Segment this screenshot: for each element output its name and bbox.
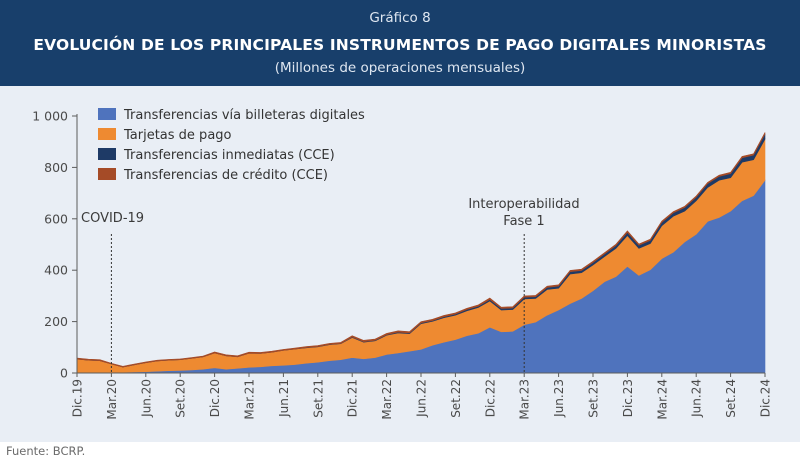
legend-item-credito-swatch (98, 168, 116, 180)
chart-subtitle: (Millones de operaciones mensuales) (274, 60, 526, 76)
x-tick-label: Dic.22 (483, 379, 497, 417)
chart-header: Gráfico 8 EVOLUCIÓN DE LOS PRINCIPALES I… (0, 0, 800, 86)
x-tick-label: Dic.19 (71, 379, 85, 417)
x-tick-label: Mar.24 (655, 379, 669, 420)
legend-item-billeteras-swatch (98, 108, 116, 120)
legend-item-tarjetas-swatch (98, 128, 116, 140)
x-tick-label: Set.24 (724, 379, 738, 418)
x-tick-label: Jun.24 (690, 379, 704, 418)
y-tick-label: 1 000 (32, 109, 68, 124)
chart-kicker: Gráfico 8 (369, 10, 431, 26)
x-tick-label: Dic.20 (208, 379, 222, 417)
x-tick-label: Dic.24 (759, 379, 773, 417)
covid-annotation-label: COVID-19 (81, 211, 144, 226)
y-tick-label: 0 (60, 366, 68, 381)
interoperabilidad-annotation-line1: Interoperabilidad (468, 197, 579, 212)
legend-item-inmediatas-label: Transferencias inmediatas (CCE) (123, 148, 335, 163)
x-tick-label: Set.20 (174, 379, 188, 418)
series-credito-area (76, 132, 766, 368)
x-tick-label: Set.23 (587, 379, 601, 418)
x-tick-label: Mar.21 (243, 379, 257, 420)
x-tick-label: Mar.20 (105, 379, 119, 420)
chart-title: EVOLUCIÓN DE LOS PRINCIPALES INSTRUMENTO… (33, 36, 767, 54)
interoperabilidad-annotation-line2: Fase 1 (503, 214, 544, 229)
legend-item-billeteras-label: Transferencias vía billeteras digitales (123, 108, 365, 123)
x-tick-label: Set.21 (311, 379, 325, 418)
y-tick-label: 200 (44, 314, 68, 329)
legend-item-inmediatas-swatch (98, 148, 116, 160)
x-tick-label: Mar.22 (380, 379, 394, 420)
y-tick-label: 800 (44, 160, 68, 175)
x-tick-label: Jun.23 (552, 379, 566, 418)
legend-item-tarjetas-label: Tarjetas de pago (123, 128, 232, 143)
x-tick-label: Mar.23 (518, 379, 532, 420)
y-tick-label: 400 (44, 263, 68, 278)
legend-item-credito-label: Transferencias de crédito (CCE) (123, 168, 328, 183)
x-tick-label: Jun.22 (415, 379, 429, 418)
x-tick-label: Set.22 (449, 379, 463, 418)
x-tick-label: Jun.20 (139, 379, 153, 418)
source-note: Fuente: BCRP. (6, 444, 86, 458)
x-tick-label: Dic.23 (621, 379, 635, 417)
y-tick-label: 600 (44, 211, 68, 226)
x-tick-label: Jun.21 (277, 379, 291, 418)
x-tick-label: Dic.21 (346, 379, 360, 417)
